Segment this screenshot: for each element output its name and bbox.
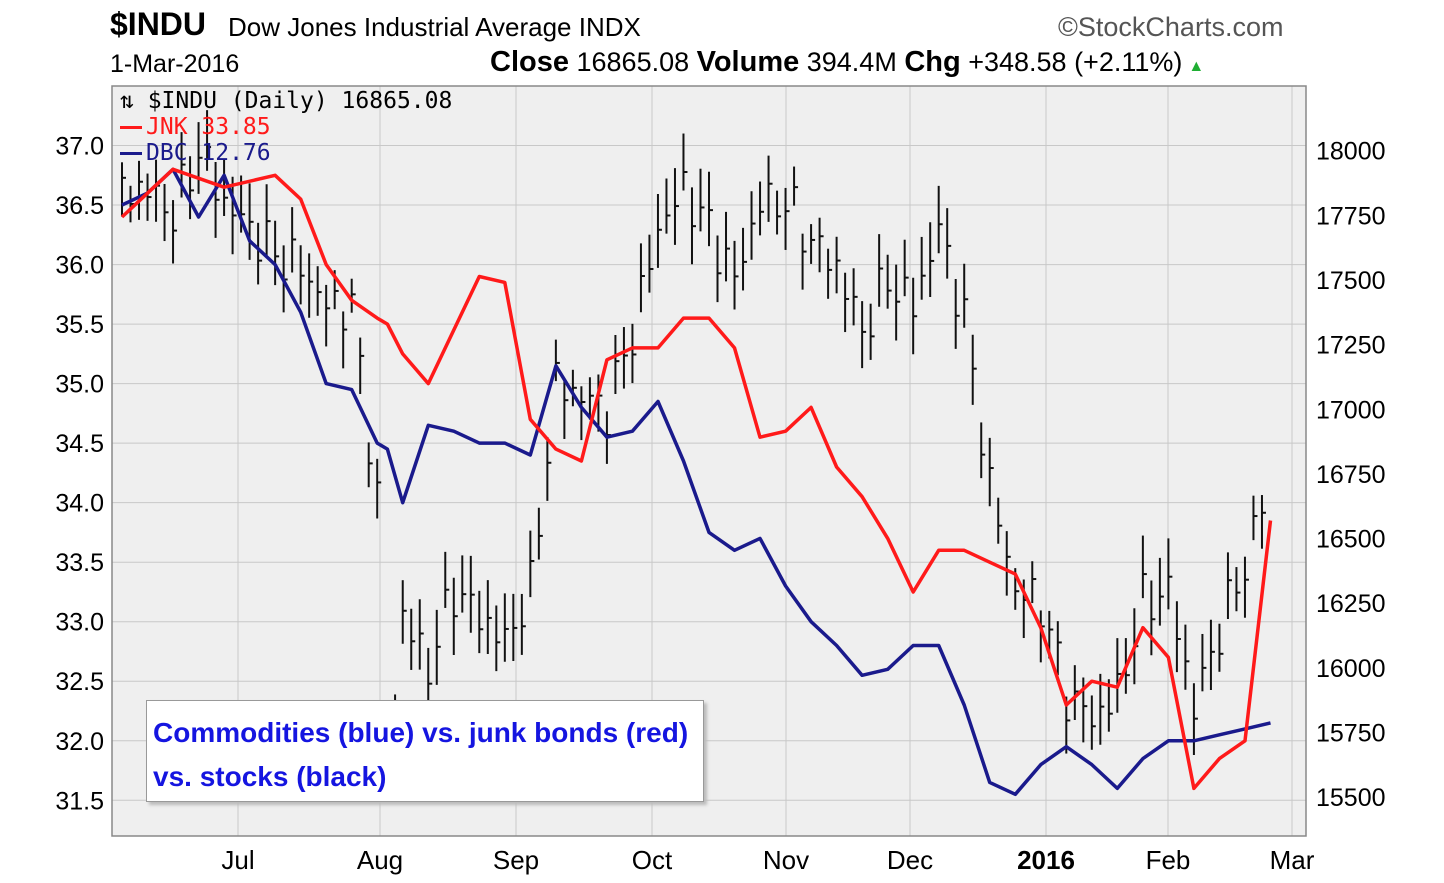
right-tick-label: 16500 — [1316, 526, 1386, 554]
volume-value: 394.4M — [806, 47, 897, 77]
jnk-line — [120, 167, 1273, 791]
up-arrow-icon: ▲ — [1188, 58, 1205, 75]
chart-header: $INDU Dow Jones Industrial Average INDX … — [0, 0, 1444, 86]
left-tick-label: 34.0 — [55, 490, 104, 518]
chg-label: Chg — [904, 46, 961, 78]
chart-legend: ⇅ $INDU (Daily) 16865.08 JNK 33.85 DBC 1… — [120, 88, 452, 166]
right-tick-label: 17750 — [1316, 202, 1386, 230]
right-tick-label: 17500 — [1316, 267, 1386, 295]
left-tick-label: 32.5 — [55, 668, 104, 696]
left-tick-label: 35.5 — [55, 311, 104, 339]
legend-dbc-label: DBC 12.76 — [146, 140, 271, 166]
x-tick-label: Mar — [1270, 845, 1315, 875]
left-tick-label: 34.5 — [55, 430, 104, 458]
security-name: Dow Jones Industrial Average INDX — [228, 12, 641, 43]
left-tick-label: 33.0 — [55, 609, 104, 637]
left-tick-label: 35.0 — [55, 371, 104, 399]
left-tick-label: 37.0 — [55, 133, 104, 161]
security-full-name: Dow Jones Industrial Average — [228, 12, 572, 42]
x-tick-label: Aug — [357, 845, 403, 875]
x-tick-label: Feb — [1146, 845, 1191, 875]
right-tick-label: 16750 — [1316, 461, 1386, 489]
volume-label: Volume — [696, 46, 800, 78]
x-tick-label: Nov — [763, 845, 809, 875]
left-tick-label: 33.5 — [55, 549, 104, 577]
legend-jnk: JNK 33.85 — [120, 114, 452, 140]
close-value: 16865.08 — [576, 47, 690, 77]
annotation-box: Commodities (blue) vs. junk bonds (red) … — [146, 700, 704, 802]
close-label: Close — [490, 46, 569, 78]
right-tick-label: 16000 — [1316, 655, 1386, 683]
left-tick-label: 36.5 — [55, 192, 104, 220]
brand-watermark: ©StockCharts.com — [1058, 12, 1284, 42]
legend-swatch-dbc — [120, 152, 142, 155]
dbc-line — [121, 167, 1271, 797]
right-tick-label: 18000 — [1316, 138, 1386, 166]
right-tick-label: 16250 — [1316, 590, 1386, 618]
right-tick-label: 17000 — [1316, 396, 1386, 424]
x-tick-label: Oct — [632, 845, 673, 875]
symbol: $INDU — [110, 6, 207, 42]
x-tick-label: Sep — [493, 845, 539, 875]
x-tick-label: 2016 — [1017, 845, 1075, 875]
legend-swatch-jnk — [120, 126, 142, 129]
legend-jnk-label: JNK 33.85 — [146, 114, 271, 140]
exchange-code: INDX — [578, 12, 641, 42]
left-tick-label: 36.0 — [55, 252, 104, 280]
right-tick-label: 15500 — [1316, 784, 1386, 812]
right-tick-label: 17250 — [1316, 332, 1386, 360]
left-tick-label: 31.5 — [55, 787, 104, 815]
x-tick-label: Jul — [221, 845, 254, 875]
chart-date: 1-Mar-2016 — [110, 50, 240, 78]
left-tick-label: 32.0 — [55, 728, 104, 756]
plot-border — [111, 85, 1307, 837]
x-tick-label: Dec — [887, 845, 933, 875]
right-tick-label: 15750 — [1316, 720, 1386, 748]
chg-value: +348.58 (+2.11%) — [968, 47, 1183, 77]
legend-dbc: DBC 12.76 — [120, 140, 452, 166]
price-stats: Close 16865.08 Volume 394.4M Chg +348.58… — [490, 46, 1204, 79]
legend-indu: ⇅ $INDU (Daily) 16865.08 — [120, 88, 453, 114]
